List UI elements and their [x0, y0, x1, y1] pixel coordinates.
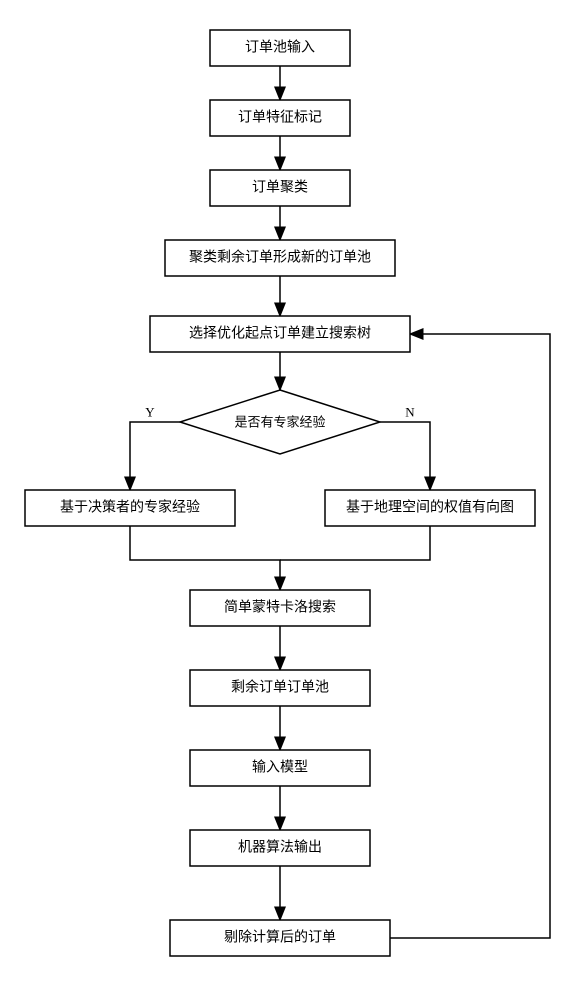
node-label: 订单池输入 — [245, 40, 315, 56]
process-node: 剔除计算后的订单 — [170, 920, 390, 956]
process-node: 基于决策者的专家经验 — [25, 490, 235, 526]
node-label: 输入模型 — [252, 760, 308, 776]
process-node: 基于地理空间的权值有向图 — [325, 490, 535, 526]
node-label: 聚类剩余订单形成新的订单池 — [189, 249, 371, 266]
node-label: 剩余订单订单池 — [231, 679, 329, 696]
flowchart: 订单池输入订单特征标记订单聚类聚类剩余订单形成新的订单池选择优化起点订单建立搜索… — [0, 0, 561, 1000]
process-node: 订单聚类 — [210, 170, 350, 206]
yes-label: Y — [145, 405, 155, 420]
node-label: 基于地理空间的权值有向图 — [346, 499, 514, 516]
node-label: 简单蒙特卡洛搜索 — [224, 599, 336, 616]
edge — [390, 334, 550, 938]
process-node: 输入模型 — [190, 750, 370, 786]
edge — [130, 422, 180, 490]
node-label: 剔除计算后的订单 — [224, 930, 336, 946]
node-label: 是否有专家经验 — [234, 415, 325, 430]
edge — [380, 422, 430, 490]
node-label: 机器算法输出 — [238, 840, 322, 856]
node-label: 订单特征标记 — [238, 110, 322, 126]
process-node: 订单池输入 — [210, 30, 350, 66]
process-node: 剩余订单订单池 — [190, 670, 370, 706]
process-node: 简单蒙特卡洛搜索 — [190, 590, 370, 626]
edge — [280, 526, 430, 560]
process-node: 选择优化起点订单建立搜索树 — [150, 316, 410, 352]
process-node: 聚类剩余订单形成新的订单池 — [165, 240, 395, 276]
edge — [130, 526, 280, 590]
decision-node: 是否有专家经验 — [180, 390, 380, 454]
node-label: 基于决策者的专家经验 — [60, 499, 200, 516]
process-node: 机器算法输出 — [190, 830, 370, 866]
process-node: 订单特征标记 — [210, 100, 350, 136]
node-label: 订单聚类 — [252, 180, 308, 196]
node-label: 选择优化起点订单建立搜索树 — [189, 325, 371, 342]
no-label: N — [405, 405, 415, 420]
